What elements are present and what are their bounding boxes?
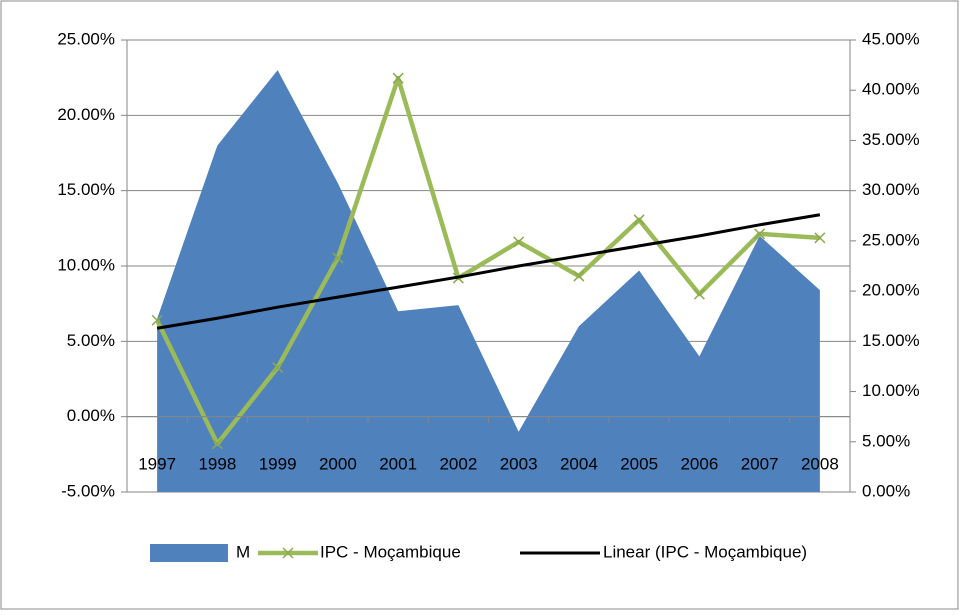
- marker: [211, 438, 223, 450]
- y2-tick-label: 40.00%: [862, 80, 920, 99]
- x-tick-label: 1998: [198, 454, 236, 473]
- y-tick-label: 15.00%: [57, 180, 115, 199]
- marker: [151, 314, 163, 326]
- legend-label: Linear (IPC - Moçambique): [603, 542, 807, 561]
- y2-tick-label: 0.00%: [862, 481, 910, 500]
- y2-tick-label: 35.00%: [862, 130, 920, 149]
- legend-marker: [282, 547, 294, 559]
- x-tick-label: 2000: [319, 454, 357, 473]
- x-tick-label: 1999: [259, 454, 297, 473]
- x-tick-label: 1997: [138, 454, 176, 473]
- legend: M IPC - Moçambique Linear (IPC - Moçambiqu…: [150, 542, 807, 562]
- line: [155, 75, 821, 447]
- line: [156, 213, 821, 330]
- y2-tick-label: 15.00%: [862, 331, 920, 350]
- y-tick-label: 20.00%: [57, 105, 115, 124]
- x-tick-label: 2006: [680, 454, 718, 473]
- x-tick-label: 2007: [741, 454, 779, 473]
- plot: [126, 70, 851, 492]
- area: [157, 70, 820, 492]
- y2-tick-label: 20.00%: [862, 281, 920, 300]
- x-tick-label: 2002: [439, 454, 477, 473]
- y-tick-label: 10.00%: [57, 255, 115, 274]
- marker: [754, 228, 766, 240]
- y-tick-label: 25.00%: [57, 29, 115, 48]
- y-tick-label: 0.00%: [67, 406, 115, 425]
- marker: [633, 214, 645, 226]
- y2-tick-label: 30.00%: [862, 180, 920, 199]
- legend-label: M: [236, 542, 250, 561]
- marker: [573, 270, 585, 282]
- marker: [814, 232, 826, 244]
- y-tick-label: 5.00%: [67, 331, 115, 350]
- legend-label: IPC - Moçambique: [320, 542, 461, 561]
- y2-tick-label: 5.00%: [862, 431, 910, 450]
- x-tick-label: 2001: [379, 454, 417, 473]
- marker: [272, 361, 284, 373]
- marker: [332, 252, 344, 264]
- y2-tick-label: 25.00%: [862, 230, 920, 249]
- marker: [693, 288, 705, 300]
- x-tick-label: 2008: [801, 454, 839, 473]
- y2-tick-label: 10.00%: [862, 381, 920, 400]
- axes: -5.00% 0.00% 5.00% 10.00% 15.00% 20.00% 25.00%…: [57, 29, 919, 500]
- x-tick-label: 2003: [500, 454, 538, 473]
- marker: [392, 72, 404, 84]
- x-tick-label: 2005: [620, 454, 658, 473]
- legend-swatch: [150, 544, 228, 562]
- y-tick-label: -5.00%: [61, 481, 115, 500]
- y2-tick-label: 45.00%: [862, 29, 920, 48]
- marker: [513, 236, 525, 248]
- x-tick-label: 2004: [560, 454, 598, 473]
